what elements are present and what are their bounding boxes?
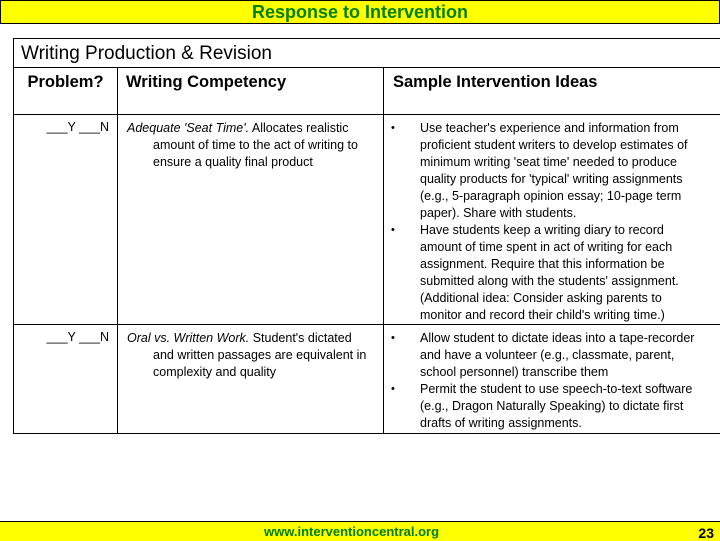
problem-checkbox[interactable]: ___Y ___N [14, 115, 118, 325]
page-number: 23 [698, 525, 714, 541]
intervention-table: Writing Production & Revision Problem? W… [13, 38, 720, 434]
list-item: Have students keep a writing diary to re… [420, 222, 704, 324]
column-header-ideas: Sample Intervention Ideas [384, 68, 720, 115]
footer-bar: www.interventioncentral.org 23 [0, 521, 720, 541]
list-item: Permit the student to use speech-to-text… [420, 381, 704, 432]
competency-text: Oral vs. Written Work. Student's dictate… [127, 330, 375, 381]
list-item: Allow student to dictate ideas into a ta… [420, 330, 704, 381]
header-bar: Response to Intervention [0, 0, 720, 24]
page-title: Response to Intervention [252, 2, 468, 22]
column-header-problem: Problem? [14, 68, 118, 115]
column-header-competency: Writing Competency [118, 68, 384, 115]
problem-checkbox[interactable]: ___Y ___N [14, 325, 118, 434]
table-row: ___Y ___N Oral vs. Written Work. Student… [14, 325, 720, 434]
competency-text: Adequate 'Seat Time'. Allocates realisti… [127, 120, 375, 171]
footer-url[interactable]: www.interventioncentral.org [264, 524, 439, 539]
list-item: Use teacher's experience and information… [420, 120, 704, 222]
table-title: Writing Production & Revision [14, 39, 720, 68]
table-row: ___Y ___N Adequate 'Seat Time'. Allocate… [14, 115, 720, 325]
